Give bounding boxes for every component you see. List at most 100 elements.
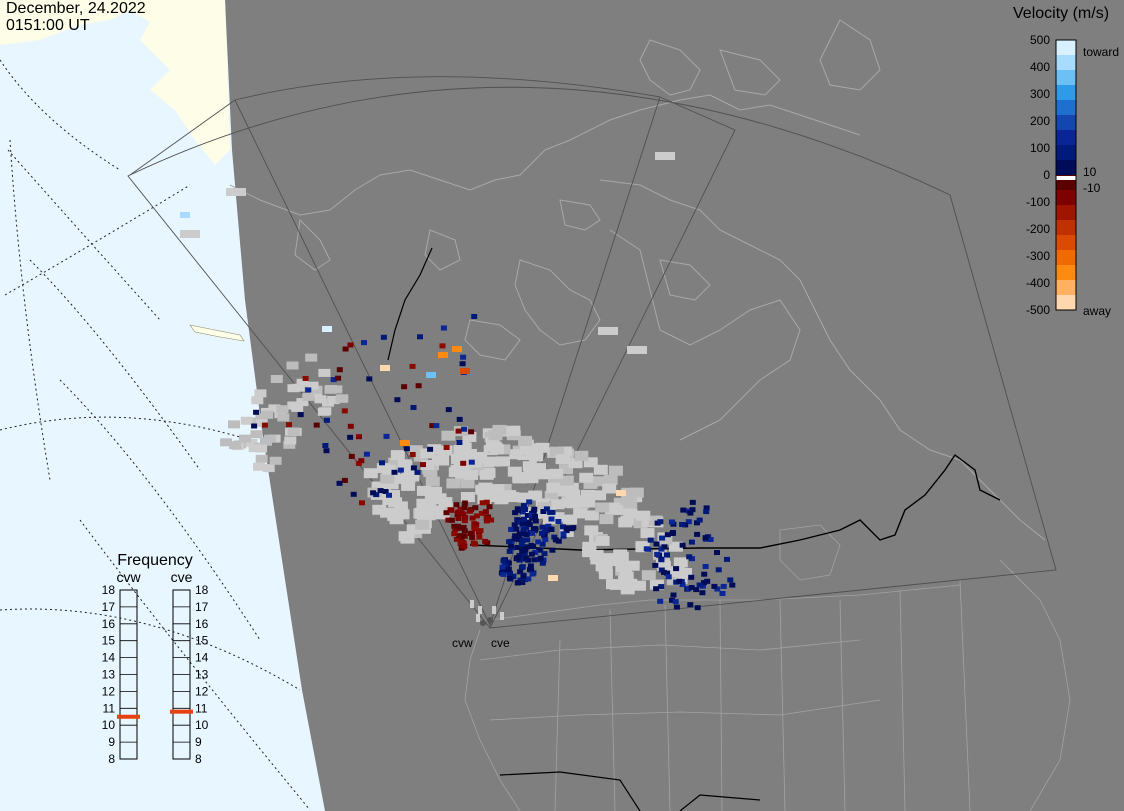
scatter-cell — [522, 507, 529, 512]
scatter-cell — [654, 551, 661, 557]
scatter-cell — [370, 490, 377, 496]
scatter-cell — [389, 514, 404, 525]
scatter-cell — [629, 487, 644, 498]
scatter-cell — [494, 494, 509, 505]
zero-band — [1056, 176, 1076, 180]
scatter-cell — [440, 325, 447, 331]
scatter-cell — [602, 483, 617, 494]
scatter-cell — [517, 492, 532, 503]
scatter-cell — [468, 459, 475, 465]
scatter-cell — [526, 499, 533, 505]
scatter-cell — [595, 535, 610, 546]
scatter-cell — [410, 465, 417, 471]
scatter-cell — [463, 454, 478, 465]
frequency-radar-name: cve — [171, 569, 193, 585]
scatter-cell — [672, 599, 679, 605]
scatter-cell — [469, 515, 476, 521]
scatter-cell — [509, 449, 524, 460]
scatter-cell — [661, 569, 667, 575]
scatter-cell — [443, 510, 450, 516]
scatter-cell — [511, 522, 518, 528]
scatter-cell — [400, 440, 410, 446]
scatter-cell — [688, 539, 695, 545]
scatter-cell — [451, 531, 458, 537]
scatter-cell — [603, 474, 618, 485]
scatter-cell — [410, 405, 417, 410]
scatter-cell — [595, 561, 610, 572]
mexico-border — [499, 771, 761, 811]
velocity-legend-title: Velocity (m/s) — [1013, 5, 1110, 22]
frequency-tick-label: 9 — [108, 735, 115, 749]
scatter-cell — [584, 510, 599, 521]
scatter-cell — [406, 524, 421, 535]
scatter-cell — [455, 471, 470, 482]
scatter-cell — [506, 425, 521, 436]
scatter-cell — [318, 368, 331, 377]
scatter-cell — [548, 575, 558, 581]
scatter-cell — [525, 576, 532, 582]
scatter-cell — [482, 509, 489, 515]
scatter-cell — [720, 583, 727, 589]
scatter-cell — [359, 500, 365, 506]
scatter-cell — [402, 468, 417, 479]
scatter-cell — [512, 510, 519, 516]
scatter-cell — [688, 574, 695, 580]
time-label: 0151:00 UT — [6, 17, 90, 34]
scatter-cell — [549, 446, 564, 457]
color-bar-segment — [1056, 40, 1076, 56]
scatter-cell — [714, 586, 721, 592]
scatter-cell — [598, 327, 618, 335]
scatter-cell — [689, 499, 696, 505]
scatter-cell — [510, 574, 517, 580]
scatter-cell — [529, 530, 535, 536]
radar-site-label-cve: cve — [491, 636, 510, 650]
frequency-title: Frequency — [117, 552, 193, 569]
frequency-tick-label: 12 — [195, 684, 209, 698]
scatter-cell — [665, 574, 672, 580]
scatter-cell — [545, 523, 552, 529]
scatter-cell — [528, 543, 535, 548]
scatter-cell — [420, 448, 435, 459]
scatter-cell — [438, 352, 448, 358]
scatter-cell — [492, 606, 496, 614]
scatter-cell — [592, 476, 606, 487]
frequency-tick-label: 11 — [103, 701, 116, 715]
velocity-tick-label: -100 — [1026, 195, 1050, 209]
scatter-cell — [439, 343, 446, 349]
scatter-cell — [528, 512, 535, 518]
color-bar-segment — [1056, 55, 1076, 71]
scatter-cell — [580, 489, 595, 500]
scatter-cell — [670, 592, 677, 598]
scatter-cell — [682, 522, 689, 528]
scatter-cell — [296, 398, 309, 407]
scatter-cell — [583, 478, 598, 489]
scatter-cell — [524, 544, 531, 550]
scatter-cell — [461, 518, 468, 524]
scatter-cell — [488, 430, 503, 441]
date-label: December, 24.2022 — [6, 0, 146, 17]
scatter-cell — [653, 541, 660, 547]
scatter-cell — [335, 375, 342, 381]
color-bar-segment — [1056, 190, 1076, 206]
scatter-cell — [269, 456, 282, 465]
scatter-cell — [472, 541, 479, 547]
frequency-tick-label: 8 — [108, 752, 115, 766]
scatter-cell — [669, 519, 675, 525]
frequency-tick-label: 10 — [102, 718, 116, 732]
color-bar-segment — [1056, 100, 1076, 116]
scatter-cell — [632, 580, 646, 591]
color-bar-segment — [1056, 160, 1076, 176]
scatter-cell — [659, 535, 666, 541]
scatter-cell — [673, 557, 688, 568]
scatter-cell — [558, 446, 573, 457]
frequency-tick-label: 10 — [195, 718, 209, 732]
scatter-cell — [696, 582, 703, 588]
scatter-cell — [460, 478, 475, 489]
scatter-cell — [548, 516, 555, 522]
scatter-cell — [472, 505, 479, 511]
scatter-cell — [679, 522, 686, 527]
scatter-cell — [581, 497, 596, 508]
scatter-cell — [323, 448, 330, 454]
scatter-cell — [448, 517, 455, 523]
scatter-cell — [608, 465, 623, 476]
